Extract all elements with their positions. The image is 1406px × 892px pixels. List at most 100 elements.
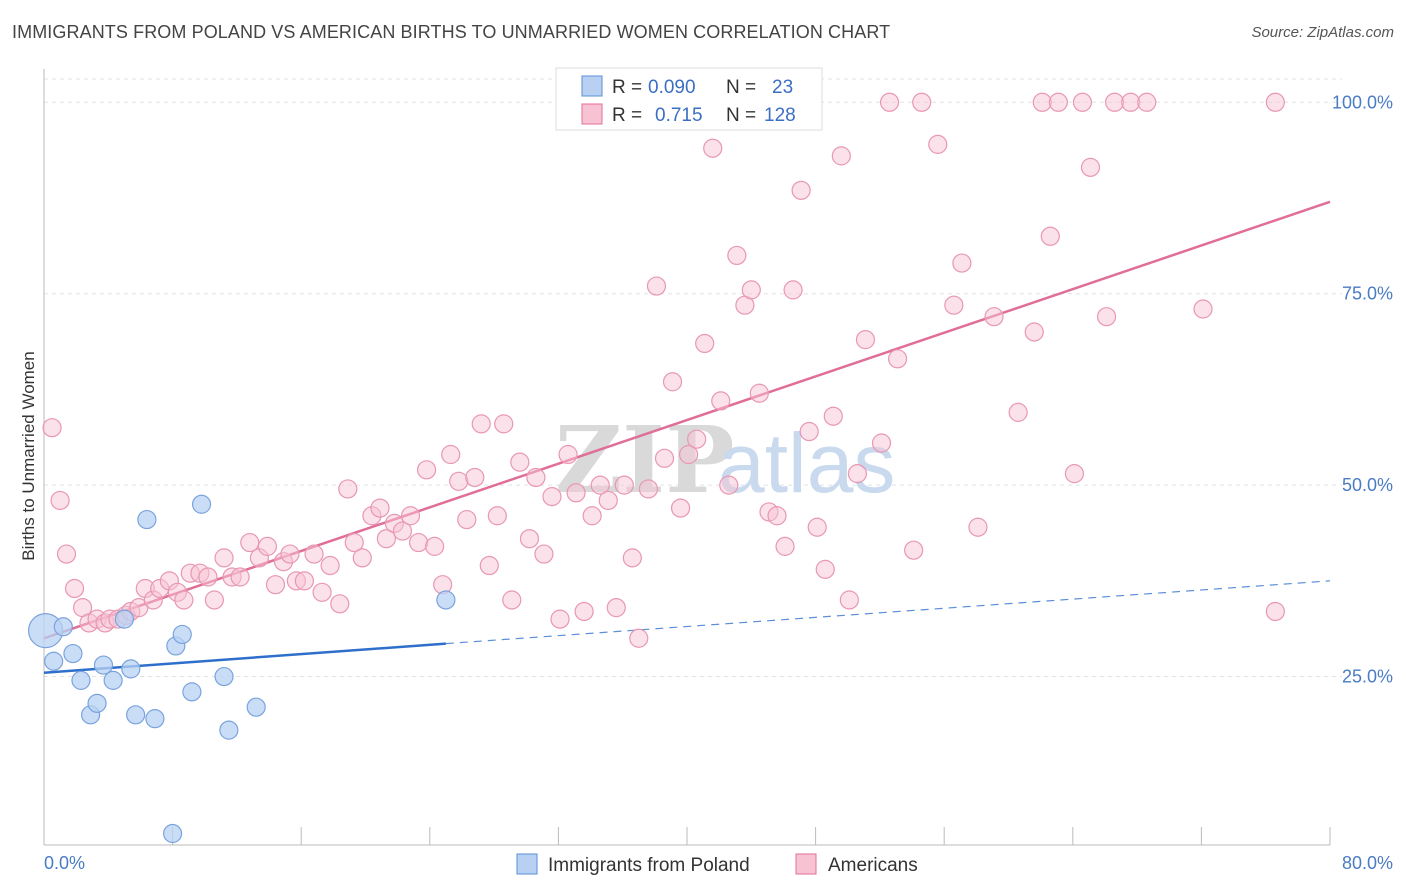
americans-point <box>944 295 964 315</box>
americans-point <box>775 536 795 556</box>
y-tick-label: 100.0% <box>1332 92 1393 112</box>
americans-point <box>494 414 514 434</box>
americans-point <box>719 475 739 495</box>
americans-point <box>534 544 554 564</box>
americans-point <box>847 464 867 484</box>
x-tick-label: 0.0% <box>44 853 85 873</box>
americans-point <box>687 429 707 449</box>
americans-point <box>294 571 315 591</box>
americans-point <box>1265 92 1285 112</box>
americans-point <box>265 575 286 595</box>
legend-n-value: 23 <box>772 77 793 98</box>
americans-point <box>783 280 803 300</box>
americans-point <box>695 333 715 354</box>
americans-point <box>646 276 667 296</box>
americans-point <box>791 180 811 200</box>
americans-point <box>550 609 570 629</box>
americans-point <box>855 330 876 350</box>
poland-point <box>191 494 212 514</box>
americans-point <box>1008 402 1028 422</box>
americans-point <box>449 471 469 491</box>
legend-r-value: 0.715 <box>655 105 703 126</box>
poland-point <box>53 617 73 637</box>
americans-point <box>352 548 372 568</box>
americans-point <box>50 490 70 511</box>
poland-point <box>87 693 107 713</box>
americans-point <box>904 540 924 560</box>
americans-point <box>257 536 278 556</box>
americans-point <box>204 590 224 610</box>
americans-point <box>590 475 610 495</box>
y-tick-labels: 25.0% 50.0% 75.0% 100.0% <box>1332 92 1393 686</box>
americans-point <box>741 280 761 300</box>
americans-point <box>638 479 659 499</box>
americans-point <box>703 138 723 158</box>
bottom-legend-swatch-pink <box>795 853 817 875</box>
americans-point <box>1080 157 1101 177</box>
legend-r-label: R = <box>612 77 642 98</box>
bottom-legend: Immigrants from Poland Americans <box>516 853 918 876</box>
chart-title: IMMIGRANTS FROM POLAND VS AMERICAN BIRTH… <box>12 22 891 42</box>
americans-point <box>749 383 769 403</box>
poland-point <box>182 682 202 702</box>
legend-n-label: N = <box>726 105 756 126</box>
americans-point <box>519 529 540 549</box>
americans-point <box>425 536 445 556</box>
americans-point <box>629 628 649 648</box>
americans-point <box>582 506 602 526</box>
data-points <box>28 92 1285 844</box>
americans-point <box>1265 601 1285 622</box>
americans-point <box>1064 464 1085 484</box>
legend-swatch-blue <box>581 75 603 97</box>
americans-point <box>392 521 413 541</box>
americans-point <box>471 414 491 434</box>
poland-point <box>63 643 83 664</box>
bottom-legend-label: Immigrants from Poland <box>548 855 750 876</box>
americans-point <box>1193 299 1213 319</box>
americans-point <box>831 146 851 166</box>
americans-point <box>344 532 364 553</box>
americans-point <box>400 506 421 526</box>
americans-point <box>338 479 358 499</box>
americans-point <box>767 506 787 526</box>
americans-point <box>56 544 77 564</box>
americans-point <box>928 134 948 154</box>
americans-point <box>376 529 396 549</box>
poland-point <box>121 659 141 679</box>
bottom-legend-label: Americans <box>828 855 918 876</box>
americans-point <box>510 452 530 472</box>
poland-point <box>93 655 114 675</box>
americans-point <box>487 506 507 526</box>
americans-point <box>566 483 586 503</box>
americans-point <box>1121 92 1141 112</box>
americans-point <box>807 517 827 537</box>
americans-point <box>1024 322 1044 342</box>
poland-point <box>137 509 157 530</box>
poland-point <box>436 590 456 610</box>
americans-point <box>574 601 594 622</box>
americans-point <box>370 498 390 518</box>
legend-swatch-pink <box>581 103 603 125</box>
americans-point <box>879 92 900 112</box>
americans-point <box>280 544 300 564</box>
legend: R = 0.090 N = 23 R = 0.715 N = 128 <box>555 67 823 131</box>
americans-point <box>1048 92 1068 112</box>
poland-point <box>44 651 64 671</box>
bottom-legend-swatch-blue <box>516 853 538 875</box>
poland-point <box>126 705 146 725</box>
americans-point <box>42 418 62 438</box>
americans-point <box>330 594 350 614</box>
americans-point <box>1137 92 1157 112</box>
americans-point <box>598 490 618 511</box>
americans-point <box>711 391 731 411</box>
americans-point <box>1104 92 1125 112</box>
y-tick-label: 75.0% <box>1342 284 1393 304</box>
americans-point <box>622 548 642 568</box>
americans-point <box>871 433 892 453</box>
americans-point <box>1072 92 1093 112</box>
americans-point <box>679 444 699 465</box>
poland-point <box>172 624 192 645</box>
americans-point <box>214 548 234 568</box>
americans-point <box>614 475 634 495</box>
